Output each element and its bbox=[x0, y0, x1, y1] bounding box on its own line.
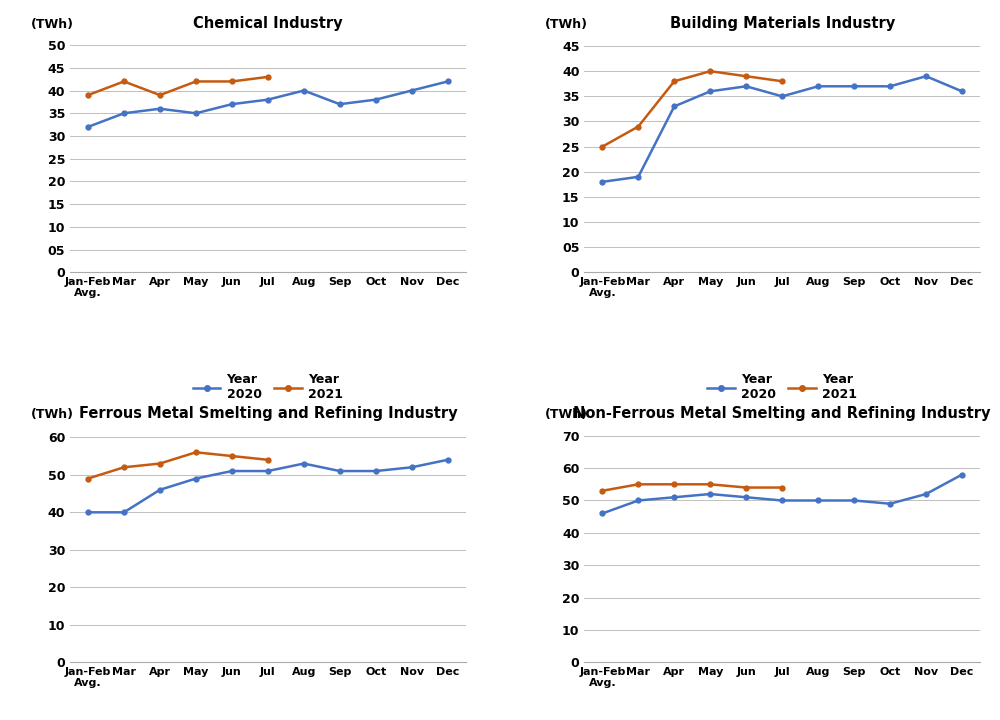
Title: Ferrous Metal Smelting and Refining Industry: Ferrous Metal Smelting and Refining Indu… bbox=[79, 405, 457, 420]
Text: (TWh): (TWh) bbox=[30, 18, 73, 31]
Title: Non-Ferrous Metal Smelting and Refining Industry: Non-Ferrous Metal Smelting and Refining … bbox=[573, 405, 991, 420]
Legend: Year
2020, Year
2021: Year 2020, Year 2021 bbox=[702, 369, 862, 407]
Title: Building Materials Industry: Building Materials Industry bbox=[670, 16, 895, 31]
Text: (TWh): (TWh) bbox=[30, 408, 73, 421]
Text: (TWh): (TWh) bbox=[545, 408, 588, 421]
Title: Chemical Industry: Chemical Industry bbox=[193, 16, 343, 31]
Legend: Year
2020, Year
2021: Year 2020, Year 2021 bbox=[188, 369, 348, 407]
Text: (TWh): (TWh) bbox=[545, 18, 588, 31]
